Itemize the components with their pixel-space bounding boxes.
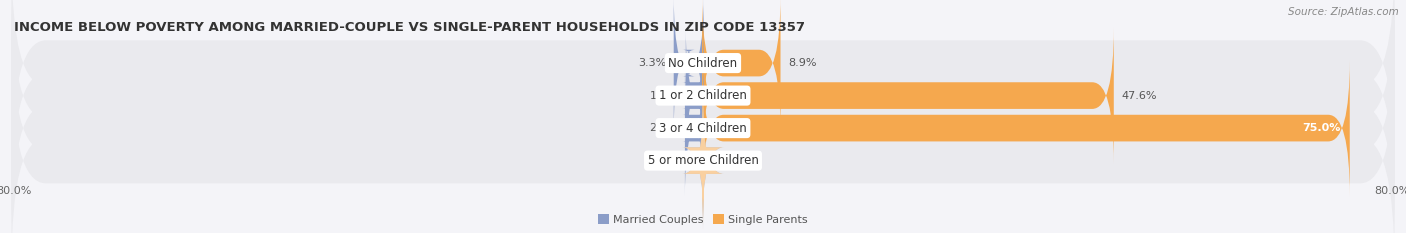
Text: 3 or 4 Children: 3 or 4 Children xyxy=(659,122,747,135)
Text: 0.0%: 0.0% xyxy=(666,156,695,166)
FancyBboxPatch shape xyxy=(702,0,780,131)
Text: Source: ZipAtlas.com: Source: ZipAtlas.com xyxy=(1288,7,1399,17)
Text: 5 or more Children: 5 or more Children xyxy=(648,154,758,167)
FancyBboxPatch shape xyxy=(11,53,1395,233)
Text: 47.6%: 47.6% xyxy=(1122,91,1157,101)
Text: 1.9%: 1.9% xyxy=(650,91,678,101)
Text: INCOME BELOW POVERTY AMONG MARRIED-COUPLE VS SINGLE-PARENT HOUSEHOLDS IN ZIP COD: INCOME BELOW POVERTY AMONG MARRIED-COUPL… xyxy=(14,21,806,34)
Text: 1 or 2 Children: 1 or 2 Children xyxy=(659,89,747,102)
Text: No Children: No Children xyxy=(668,57,738,70)
FancyBboxPatch shape xyxy=(702,28,1114,164)
Text: 0.0%: 0.0% xyxy=(711,156,740,166)
FancyBboxPatch shape xyxy=(11,0,1395,203)
FancyBboxPatch shape xyxy=(673,0,704,131)
FancyBboxPatch shape xyxy=(682,93,724,229)
Text: 75.0%: 75.0% xyxy=(1302,123,1340,133)
FancyBboxPatch shape xyxy=(682,60,706,196)
Text: 8.9%: 8.9% xyxy=(789,58,817,68)
Text: 3.3%: 3.3% xyxy=(638,58,666,68)
Legend: Married Couples, Single Parents: Married Couples, Single Parents xyxy=(593,210,813,229)
FancyBboxPatch shape xyxy=(682,28,707,164)
FancyBboxPatch shape xyxy=(11,0,1395,170)
FancyBboxPatch shape xyxy=(682,93,724,229)
FancyBboxPatch shape xyxy=(11,21,1395,233)
Text: 2.0%: 2.0% xyxy=(648,123,678,133)
FancyBboxPatch shape xyxy=(702,60,1350,196)
